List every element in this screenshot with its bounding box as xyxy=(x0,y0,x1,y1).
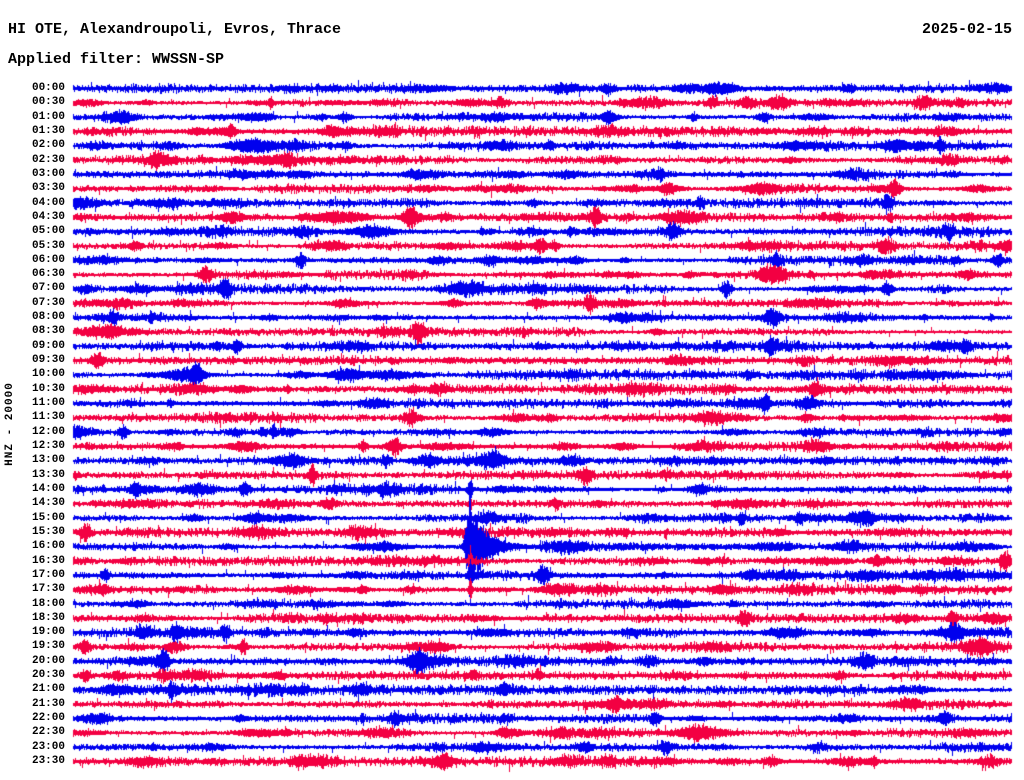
time-label-03-30: 03:30 xyxy=(31,182,65,195)
time-label-20-30: 20:30 xyxy=(31,669,65,682)
time-label-17-30: 17:30 xyxy=(31,583,65,596)
time-label-12-00: 12:00 xyxy=(31,425,65,438)
time-label-07-00: 07:00 xyxy=(31,282,65,295)
time-label-05-00: 05:00 xyxy=(31,225,65,238)
time-label-18-00: 18:00 xyxy=(31,597,65,610)
time-label-02-30: 02:30 xyxy=(31,153,65,166)
time-label-18-30: 18:30 xyxy=(31,611,65,624)
time-label-19-30: 19:30 xyxy=(31,640,65,653)
time-label-12-30: 12:30 xyxy=(31,440,65,452)
time-label-13-30: 13:30 xyxy=(31,468,65,481)
time-label-20-00: 20:00 xyxy=(31,654,65,667)
time-label-17-00: 17:00 xyxy=(31,568,65,581)
time-label-14-00: 14:00 xyxy=(31,482,65,495)
time-label-07-30: 07:30 xyxy=(31,296,65,309)
time-label-00-30: 00:30 xyxy=(31,96,65,109)
time-label-08-30: 08:30 xyxy=(31,325,65,338)
time-label-23-30: 23:30 xyxy=(31,755,65,768)
time-label-06-30: 06:30 xyxy=(31,268,65,281)
time-label-15-00: 15:00 xyxy=(31,511,65,524)
time-label-23-00: 23:00 xyxy=(31,740,65,753)
time-label-06-00: 06:00 xyxy=(31,253,65,266)
time-label-22-00: 22:00 xyxy=(31,712,65,725)
time-label-21-00: 21:00 xyxy=(31,683,65,696)
time-label-11-00: 11:00 xyxy=(31,397,65,410)
time-label-10-00: 10:00 xyxy=(31,368,65,381)
time-label-21-30: 21:30 xyxy=(31,697,65,710)
time-label-22-30: 22:30 xyxy=(31,726,65,739)
time-label-10-30: 10:30 xyxy=(31,382,65,395)
time-label-19-00: 19:00 xyxy=(31,626,65,639)
time-label-13-00: 13:00 xyxy=(31,454,65,467)
time-label-04-00: 04:00 xyxy=(31,196,65,209)
time-label-03-00: 03:00 xyxy=(31,167,65,180)
time-label-01-30: 01:30 xyxy=(31,124,65,137)
time-label-05-30: 05:30 xyxy=(31,239,65,252)
time-label-14-30: 14:30 xyxy=(31,497,65,510)
time-label-16-30: 16:30 xyxy=(31,554,65,567)
time-label-09-30: 09:30 xyxy=(31,354,65,367)
station-title: HI OTE, Alexandroupoli, Evros, Thrace xyxy=(8,21,342,38)
time-label-16-00: 16:00 xyxy=(31,540,65,553)
date-label: 2025-02-15 xyxy=(921,21,1012,38)
header-row: HI OTE, Alexandroupoli, Evros, Thrace 20… xyxy=(8,22,1012,38)
time-label-15-30: 15:30 xyxy=(31,525,65,538)
filter-label: Applied filter: WWSSN-SP xyxy=(8,51,225,68)
time-label-09-00: 09:00 xyxy=(31,339,65,352)
channel-scale-label: HNZ - 20000 xyxy=(4,382,16,466)
time-label-01-00: 01:00 xyxy=(31,110,65,123)
time-label-11-30: 11:30 xyxy=(31,411,65,424)
time-label-00-00: 00:00 xyxy=(31,82,65,94)
time-label-08-00: 08:00 xyxy=(31,311,65,324)
time-label-02-00: 02:00 xyxy=(31,139,65,152)
time-label-04-30: 04:30 xyxy=(31,210,65,223)
